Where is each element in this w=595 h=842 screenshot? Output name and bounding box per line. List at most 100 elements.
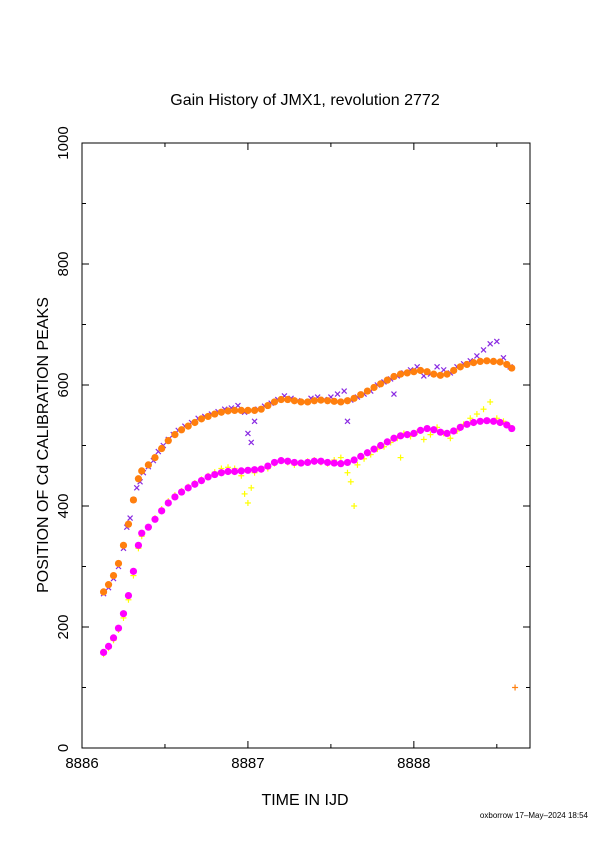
data-point xyxy=(104,642,113,650)
data-point xyxy=(423,368,431,376)
data-point xyxy=(310,397,318,405)
data-point xyxy=(231,467,239,476)
data-point xyxy=(508,424,516,433)
data-point xyxy=(114,559,123,568)
data-point xyxy=(410,429,418,437)
data-point xyxy=(244,466,252,474)
data-point xyxy=(450,427,458,435)
data-point xyxy=(351,503,358,509)
data-point xyxy=(197,476,206,485)
data-point xyxy=(512,684,519,691)
data-point xyxy=(323,458,332,467)
data-point xyxy=(109,571,118,580)
data-point xyxy=(383,438,391,446)
data-point xyxy=(114,624,123,632)
data-point xyxy=(317,396,325,404)
data-point xyxy=(119,610,128,618)
data-point xyxy=(447,435,454,442)
data-point xyxy=(297,459,305,467)
data-point xyxy=(257,405,265,413)
data-point xyxy=(304,398,312,406)
data-point xyxy=(363,387,371,395)
data-point xyxy=(99,648,108,657)
data-point xyxy=(290,397,298,405)
data-point xyxy=(144,523,152,531)
data-point xyxy=(134,541,143,549)
data-point xyxy=(469,359,478,367)
data-point xyxy=(467,415,474,422)
data-point xyxy=(503,421,511,429)
data-point xyxy=(248,439,255,446)
data-point xyxy=(158,507,166,515)
data-point xyxy=(496,418,504,427)
data-point xyxy=(427,431,434,438)
data-point xyxy=(151,515,159,523)
plot-frame xyxy=(81,142,531,749)
data-point xyxy=(197,415,206,423)
data-point xyxy=(397,454,404,461)
data-point xyxy=(124,591,133,600)
data-point xyxy=(251,418,258,425)
data-point xyxy=(244,499,251,506)
data-point xyxy=(330,459,338,467)
data-point xyxy=(416,426,425,434)
data-point xyxy=(304,458,312,467)
data-point xyxy=(443,370,451,378)
data-point xyxy=(164,499,172,507)
data-point xyxy=(383,376,391,384)
data-point xyxy=(277,395,285,404)
data-point xyxy=(430,370,438,378)
data-point xyxy=(370,383,378,392)
data-point xyxy=(390,434,398,442)
data-point xyxy=(317,457,325,465)
data-point xyxy=(489,357,498,366)
data-point xyxy=(341,388,348,394)
data-point xyxy=(158,444,166,453)
footer-credit: oxborrow 17–May–2024 18:54 xyxy=(480,811,589,820)
data-point xyxy=(476,357,484,366)
data-point xyxy=(270,458,279,467)
data-point xyxy=(217,408,225,416)
data-point xyxy=(264,462,272,470)
data-point xyxy=(350,456,358,464)
data-point xyxy=(129,496,138,504)
data-point xyxy=(133,484,140,491)
data-point xyxy=(493,338,500,345)
data-point xyxy=(508,364,516,372)
data-point xyxy=(436,428,444,436)
data-point xyxy=(350,394,358,402)
y-tick-label: 200 xyxy=(55,614,72,639)
data-point xyxy=(109,634,118,642)
data-point xyxy=(377,380,385,388)
data-point xyxy=(423,424,431,433)
data-point xyxy=(480,346,487,353)
data-point xyxy=(456,423,464,431)
data-point xyxy=(473,411,480,418)
data-point xyxy=(177,426,186,434)
data-point xyxy=(134,475,143,483)
data-point xyxy=(480,406,487,413)
data-point xyxy=(297,398,305,406)
data-point xyxy=(184,422,192,430)
data-point xyxy=(430,426,438,434)
data-point xyxy=(337,454,344,461)
data-point xyxy=(99,588,108,596)
data-point xyxy=(334,391,341,397)
data-point xyxy=(483,357,491,365)
data-point xyxy=(284,395,292,404)
data-point xyxy=(357,452,365,460)
data-point xyxy=(476,417,484,425)
data-point xyxy=(191,418,199,427)
data-point xyxy=(177,488,186,496)
x-tick-label: 8887 xyxy=(231,755,264,772)
data-point xyxy=(191,480,199,488)
data-point xyxy=(347,478,354,485)
data-point xyxy=(396,432,405,440)
data-point xyxy=(277,457,285,465)
data-point xyxy=(224,407,232,415)
data-point xyxy=(337,460,345,468)
data-point xyxy=(290,458,298,467)
x-tick-label: 8888 xyxy=(397,755,430,772)
data-point xyxy=(469,418,478,427)
